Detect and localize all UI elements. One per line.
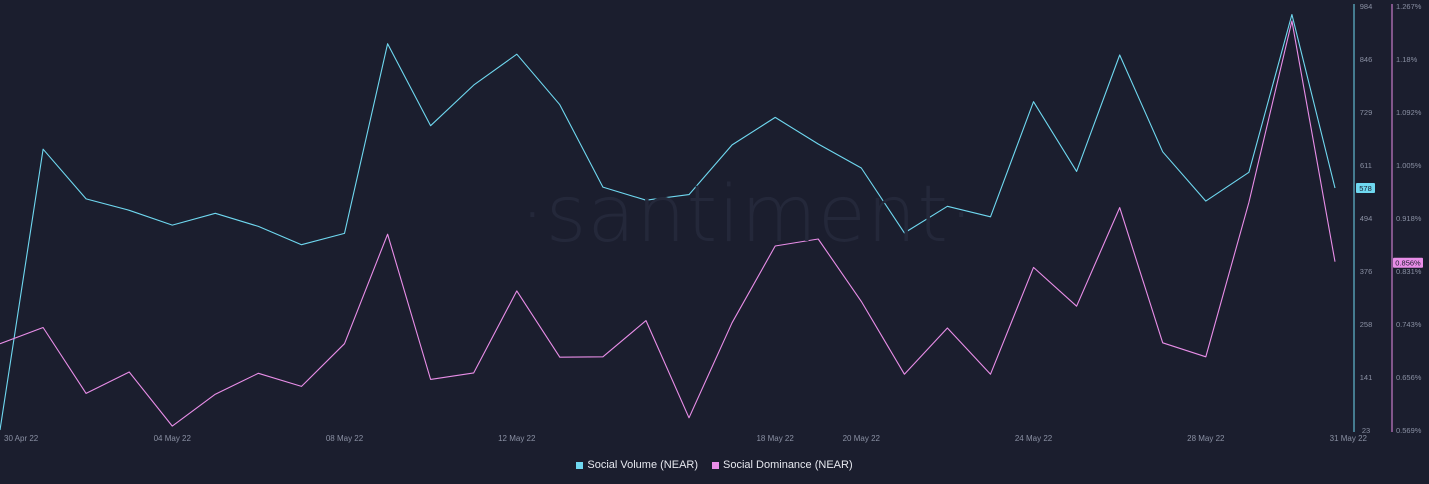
legend-item-social-dominance[interactable]: Social Dominance (NEAR) [712, 459, 853, 471]
left-axis-tick-label: 729 [1360, 108, 1373, 117]
x-axis-tick-label: 12 May 22 [498, 434, 536, 443]
x-axis: 30 Apr 22 04 May 22 08 May 22 12 May 22 18 M… [4, 434, 1368, 443]
x-axis-tick-label: 31 May 22 [1330, 434, 1368, 443]
x-axis-tick-label: 18 May 22 [756, 434, 794, 443]
x-axis-tick-label: 30 Apr 22 [4, 434, 39, 443]
right-axis-tick-label: 0.918% [1396, 214, 1422, 223]
right-axis-tick-label: 0.831% [1396, 267, 1422, 276]
series-line-social-volume [0, 13, 1336, 431]
right-axis-tick-label: 1.18% [1396, 55, 1418, 64]
legend-swatch-social-volume [576, 461, 584, 469]
right-current-value-badge [1393, 257, 1423, 268]
plot-area [0, 13, 1336, 431]
x-axis-tick-label: 24 May 22 [1015, 434, 1053, 443]
legend-item-social-volume[interactable]: Social Volume (NEAR) [576, 459, 698, 471]
right-axis-tick-label: 0.656% [1396, 373, 1422, 382]
left-current-value-label: 578 [1359, 184, 1372, 193]
right-axis-tick-label: 1.005% [1396, 161, 1422, 170]
left-axis-tick-label: 846 [1360, 55, 1373, 64]
right-axis-tick-label: 0.743% [1396, 320, 1422, 329]
left-axis-tick-label: 376 [1360, 267, 1373, 276]
x-axis-tick-label: 28 May 22 [1187, 434, 1225, 443]
legend-label-social-dominance: Social Dominance (NEAR) [723, 459, 853, 471]
x-axis-tick-label: 20 May 22 [843, 434, 881, 443]
x-axis-tick-label: 04 May 22 [154, 434, 192, 443]
series-line-social-dominance [0, 20, 1336, 427]
right-axis-tick-label: 1.267% [1396, 2, 1422, 11]
left-axis-tick-label: 23 [1362, 426, 1370, 435]
chart-legend: Social Volume (NEAR) Social Dominance (N… [0, 459, 1429, 471]
left-axis-tick-label: 494 [1360, 214, 1373, 223]
left-axis-tick-label: 984 [1360, 2, 1373, 11]
right-current-value-label: 0.856% [1395, 259, 1421, 268]
legend-label-social-volume: Social Volume (NEAR) [587, 459, 699, 471]
right-y-axis: 1.267% 1.18% 1.092% 1.005% 0.918% 0.831% 0.743… [1391, 2, 1423, 435]
left-axis-tick-label: 141 [1360, 373, 1373, 382]
right-axis-tick-label: 0.569% [1396, 426, 1422, 435]
left-current-value-badge [1356, 183, 1375, 194]
right-axis-tick-label: 1.092% [1396, 108, 1422, 117]
left-y-axis: 984 846 729 611 494 376 258 141 23 578 [1353, 2, 1375, 435]
left-axis-tick-label: 258 [1360, 320, 1373, 329]
left-axis-tick-label: 611 [1360, 161, 1372, 170]
x-axis-tick-label: 08 May 22 [326, 434, 364, 443]
legend-swatch-social-dominance [712, 461, 720, 469]
